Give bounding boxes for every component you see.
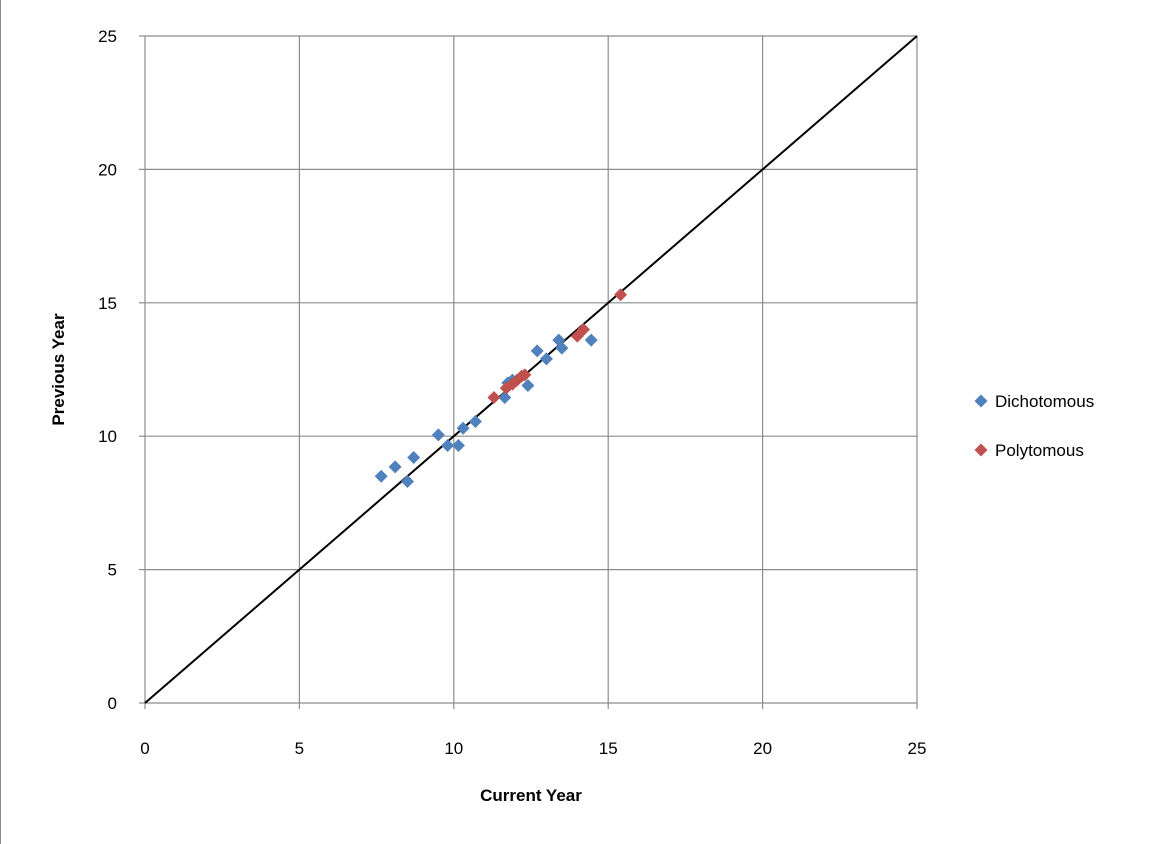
y-tick-label: 5 (108, 561, 117, 580)
tick-labels: 0 5 10 15 20 25 0 5 10 15 20 25 (98, 27, 926, 758)
x-tick-label: 25 (908, 739, 927, 758)
x-tick-label: 15 (599, 739, 618, 758)
y-tick-label: 20 (98, 160, 117, 179)
legend-label-dichotomous: Dichotomous (995, 392, 1094, 411)
data-point-dichotomous (530, 344, 544, 358)
data-point-polytomous (614, 288, 628, 302)
data-point-dichotomous (555, 341, 569, 355)
data-point-dichotomous (539, 352, 553, 366)
data-point-polytomous (518, 368, 532, 382)
x-axis-title: Current Year (480, 786, 582, 805)
legend: Dichotomous Polytomous (974, 392, 1094, 460)
y-tick-label: 10 (98, 427, 117, 446)
data-point-polytomous (499, 381, 513, 395)
x-tick-label: 20 (753, 739, 772, 758)
data-point-dichotomous (374, 469, 388, 483)
reference-line (144, 35, 918, 704)
data-point-polytomous (487, 391, 501, 405)
legend-marker-dichotomous (974, 394, 988, 408)
grid-lines (139, 35, 918, 709)
data-point-polytomous (576, 322, 590, 336)
data-point-dichotomous (431, 428, 445, 442)
data-point-dichotomous (584, 333, 598, 347)
data-point-dichotomous (388, 460, 402, 474)
data-point-dichotomous (400, 475, 414, 489)
y-tick-label: 25 (98, 27, 117, 46)
data-point-dichotomous (456, 421, 470, 435)
data-point-dichotomous (498, 391, 512, 405)
x-tick-label: 0 (140, 739, 149, 758)
y-axis-title: Previous Year (49, 313, 68, 426)
y-tick-label: 0 (108, 694, 117, 713)
data-point-dichotomous (451, 439, 465, 453)
data-point-dichotomous (441, 439, 455, 453)
x-tick-label: 5 (295, 739, 304, 758)
x-tick-label: 10 (444, 739, 463, 758)
legend-marker-polytomous (974, 443, 988, 457)
legend-label-polytomous: Polytomous (995, 441, 1084, 460)
data-points (374, 288, 628, 489)
data-point-dichotomous (407, 451, 421, 465)
data-point-dichotomous (468, 415, 482, 429)
data-point-dichotomous (521, 379, 535, 393)
y-tick-label: 15 (98, 294, 117, 313)
